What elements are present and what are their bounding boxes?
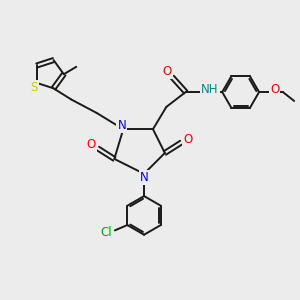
Text: S: S <box>30 81 38 94</box>
Text: O: O <box>162 65 172 78</box>
Text: N: N <box>140 171 148 184</box>
Text: O: O <box>87 138 96 152</box>
Text: O: O <box>183 133 192 146</box>
Text: NH: NH <box>201 83 219 96</box>
Text: Cl: Cl <box>101 226 112 239</box>
Text: N: N <box>117 119 126 132</box>
Text: O: O <box>270 83 280 97</box>
